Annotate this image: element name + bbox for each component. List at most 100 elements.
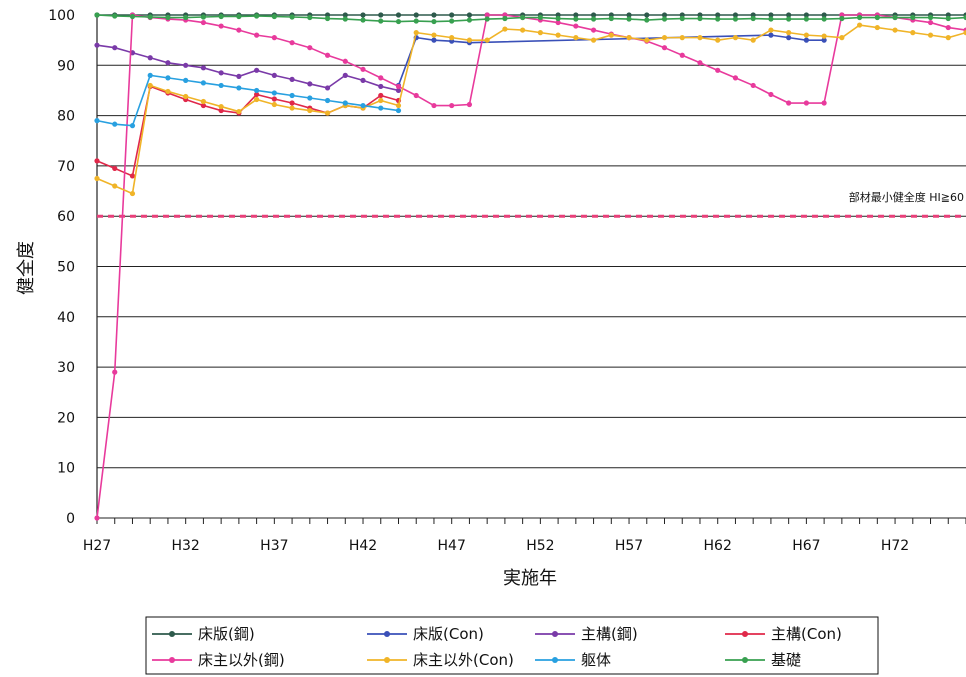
data-point [697, 60, 703, 66]
data-point [183, 77, 189, 83]
series-line [397, 34, 825, 86]
data-point [289, 100, 295, 106]
data-point [644, 17, 650, 23]
data-point [661, 45, 668, 51]
data-point [715, 16, 721, 22]
legend-swatch-marker [742, 631, 748, 637]
data-point [786, 12, 792, 18]
data-point [945, 15, 951, 22]
data-point [466, 17, 473, 23]
data-point [856, 14, 863, 21]
data-point [449, 12, 455, 18]
data-point [360, 17, 366, 23]
data-point [271, 96, 277, 102]
series-4 [94, 12, 966, 521]
data-point [395, 18, 402, 25]
legend: 床版(鋼) 床版(Con) 主構(鋼) 主構(Con) 床主以外(鋼) 床主以外(Con)… [145, 616, 879, 675]
data-point [395, 83, 402, 90]
data-point [342, 72, 348, 78]
data-point [289, 40, 295, 46]
data-point [413, 18, 419, 24]
x-tick-labels: H27 H32 H37 H42 H47 H52 H57 H62 H67 H72 [83, 538, 909, 554]
x-axis-title: 実施年 [503, 568, 557, 589]
data-point [768, 32, 774, 38]
data-point [892, 14, 898, 21]
data-point [927, 14, 934, 21]
data-point [555, 32, 561, 38]
data-point [378, 83, 384, 90]
data-point [112, 165, 118, 172]
data-point [644, 12, 650, 18]
data-point [271, 101, 277, 108]
x-tick-label: H57 [615, 538, 643, 554]
data-point [715, 37, 721, 43]
data-point [679, 52, 685, 58]
data-point [821, 37, 827, 43]
legend-swatch-marker [552, 631, 558, 637]
series-line [96, 14, 966, 519]
data-point [626, 35, 632, 41]
data-point [573, 16, 579, 22]
data-point [112, 369, 118, 375]
data-point [183, 62, 189, 68]
data-point [573, 12, 579, 18]
data-point [360, 102, 366, 109]
data-point [750, 82, 756, 89]
data-point [378, 12, 384, 18]
data-point [236, 85, 242, 91]
data-point [94, 42, 100, 48]
data-point [147, 14, 153, 20]
data-point [94, 118, 100, 124]
data-point [254, 67, 260, 73]
data-point [378, 75, 384, 81]
data-point [732, 75, 739, 81]
data-point [874, 14, 880, 21]
data-point [218, 82, 224, 89]
data-point [200, 98, 207, 105]
data-point [289, 92, 295, 99]
data-point [94, 515, 100, 521]
data-point [360, 12, 366, 18]
data-point [307, 107, 313, 114]
data-point [165, 14, 171, 21]
data-point [112, 13, 118, 19]
data-point [520, 14, 526, 21]
y-tick-labels: 0 10 20 30 40 50 60 70 80 90 100 [48, 8, 75, 527]
data-point [874, 24, 880, 31]
data-point [413, 12, 419, 18]
data-point [395, 12, 402, 18]
y-tick-label: 0 [66, 511, 75, 527]
data-point [786, 30, 792, 36]
data-point [590, 37, 597, 43]
series-lines [94, 12, 966, 521]
legend-item: 主構(Con) [725, 625, 842, 643]
series-3 [94, 83, 402, 179]
data-point [910, 14, 916, 21]
data-point [413, 30, 419, 36]
data-point [271, 35, 277, 41]
data-point [537, 30, 543, 36]
series-line [96, 74, 399, 127]
data-point [94, 175, 100, 182]
x-tick-label: H62 [704, 538, 732, 554]
data-point [324, 110, 331, 116]
data-point [324, 52, 331, 58]
data-point [431, 37, 437, 43]
data-point [342, 58, 348, 64]
data-point [697, 15, 703, 22]
data-point [324, 85, 331, 91]
data-point [768, 27, 774, 33]
data-point [147, 72, 153, 78]
data-point [839, 15, 845, 22]
x-tick-label: H42 [349, 538, 377, 554]
data-point [200, 14, 207, 20]
data-point [697, 35, 703, 41]
data-point [661, 12, 668, 18]
data-point [307, 14, 313, 21]
data-point [254, 32, 260, 38]
data-point [821, 100, 827, 106]
data-point [963, 30, 966, 36]
data-point [821, 33, 827, 39]
data-point [768, 16, 774, 22]
